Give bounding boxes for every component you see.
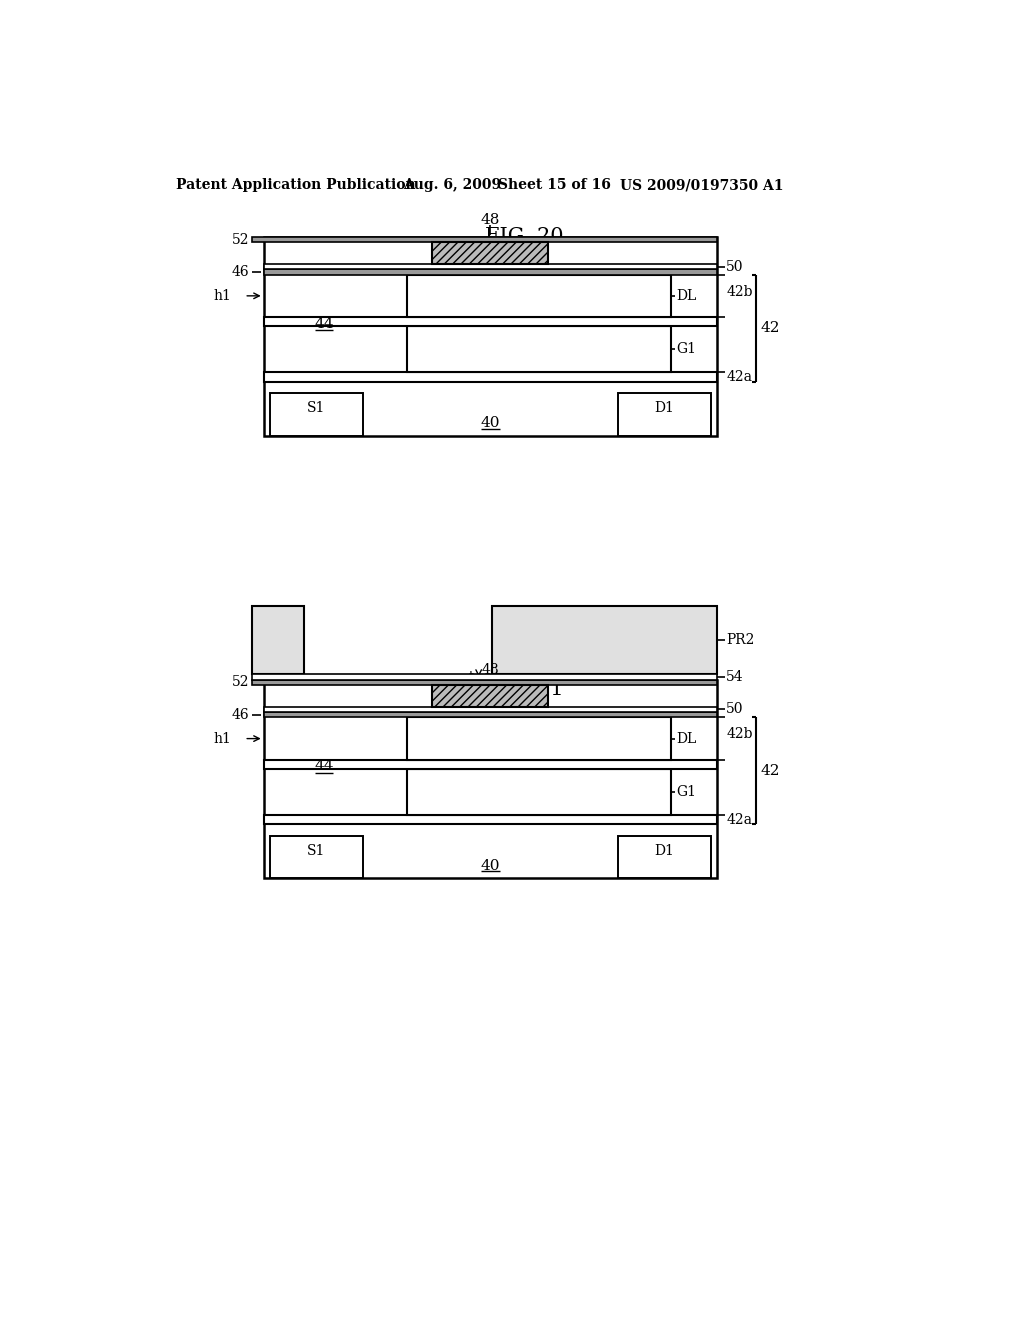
Text: 42: 42	[761, 764, 780, 777]
Text: PR2: PR2	[726, 632, 755, 647]
Text: 40: 40	[480, 416, 500, 430]
Text: Aug. 6, 2009: Aug. 6, 2009	[403, 178, 502, 193]
Text: 48: 48	[481, 664, 500, 677]
Bar	[617, 393, 711, 436]
Text: 48: 48	[480, 213, 500, 227]
Text: 52: 52	[232, 676, 250, 689]
Text: 50: 50	[726, 260, 743, 273]
Text: 52: 52	[232, 232, 250, 247]
Text: 42b: 42b	[726, 285, 753, 298]
Bar	[263, 269, 717, 275]
Bar	[263, 760, 717, 770]
Text: DL: DL	[677, 289, 697, 302]
Text: Patent Application Publication: Patent Application Publication	[176, 178, 416, 193]
Bar	[270, 393, 362, 436]
Text: G1: G1	[677, 342, 696, 356]
Text: D1: D1	[654, 843, 674, 858]
Text: 46: 46	[232, 708, 250, 722]
Bar	[263, 816, 717, 825]
Text: 44: 44	[314, 759, 334, 774]
Text: FIG. 21: FIG. 21	[485, 680, 564, 700]
Text: t: t	[469, 671, 474, 684]
Bar	[407, 275, 671, 317]
Bar	[407, 718, 671, 760]
Bar	[407, 770, 671, 816]
Bar	[263, 706, 717, 711]
Bar	[270, 836, 362, 878]
Text: 42: 42	[761, 321, 780, 335]
Bar	[617, 836, 711, 878]
Text: 42a: 42a	[726, 370, 753, 384]
Text: h1: h1	[213, 289, 231, 302]
Text: S1: S1	[307, 401, 326, 414]
Text: G1: G1	[677, 785, 696, 799]
Bar	[263, 680, 717, 878]
Text: FIG. 20: FIG. 20	[485, 227, 564, 247]
Text: Sheet 15 of 16: Sheet 15 of 16	[499, 178, 611, 193]
Text: 44: 44	[314, 317, 334, 330]
Bar	[263, 264, 717, 269]
Text: DL: DL	[677, 731, 697, 746]
Bar	[263, 372, 717, 381]
Bar	[263, 711, 717, 718]
Text: US 2009/0197350 A1: US 2009/0197350 A1	[621, 178, 783, 193]
Bar	[252, 680, 717, 685]
Text: 50: 50	[726, 702, 743, 717]
Bar	[493, 606, 717, 673]
Bar	[407, 326, 671, 372]
Bar	[263, 238, 717, 436]
Text: 42a: 42a	[726, 813, 753, 826]
Text: 40: 40	[480, 859, 500, 873]
Bar	[432, 243, 549, 264]
Bar	[252, 673, 717, 680]
Text: 46: 46	[232, 265, 250, 279]
Bar	[263, 317, 717, 326]
Bar	[252, 606, 304, 673]
Bar	[432, 685, 549, 706]
Text: D1: D1	[654, 401, 674, 414]
Bar	[252, 238, 717, 243]
Text: h1: h1	[213, 731, 231, 746]
Text: 42b: 42b	[726, 727, 753, 742]
Text: S1: S1	[307, 843, 326, 858]
Text: 54: 54	[726, 669, 743, 684]
